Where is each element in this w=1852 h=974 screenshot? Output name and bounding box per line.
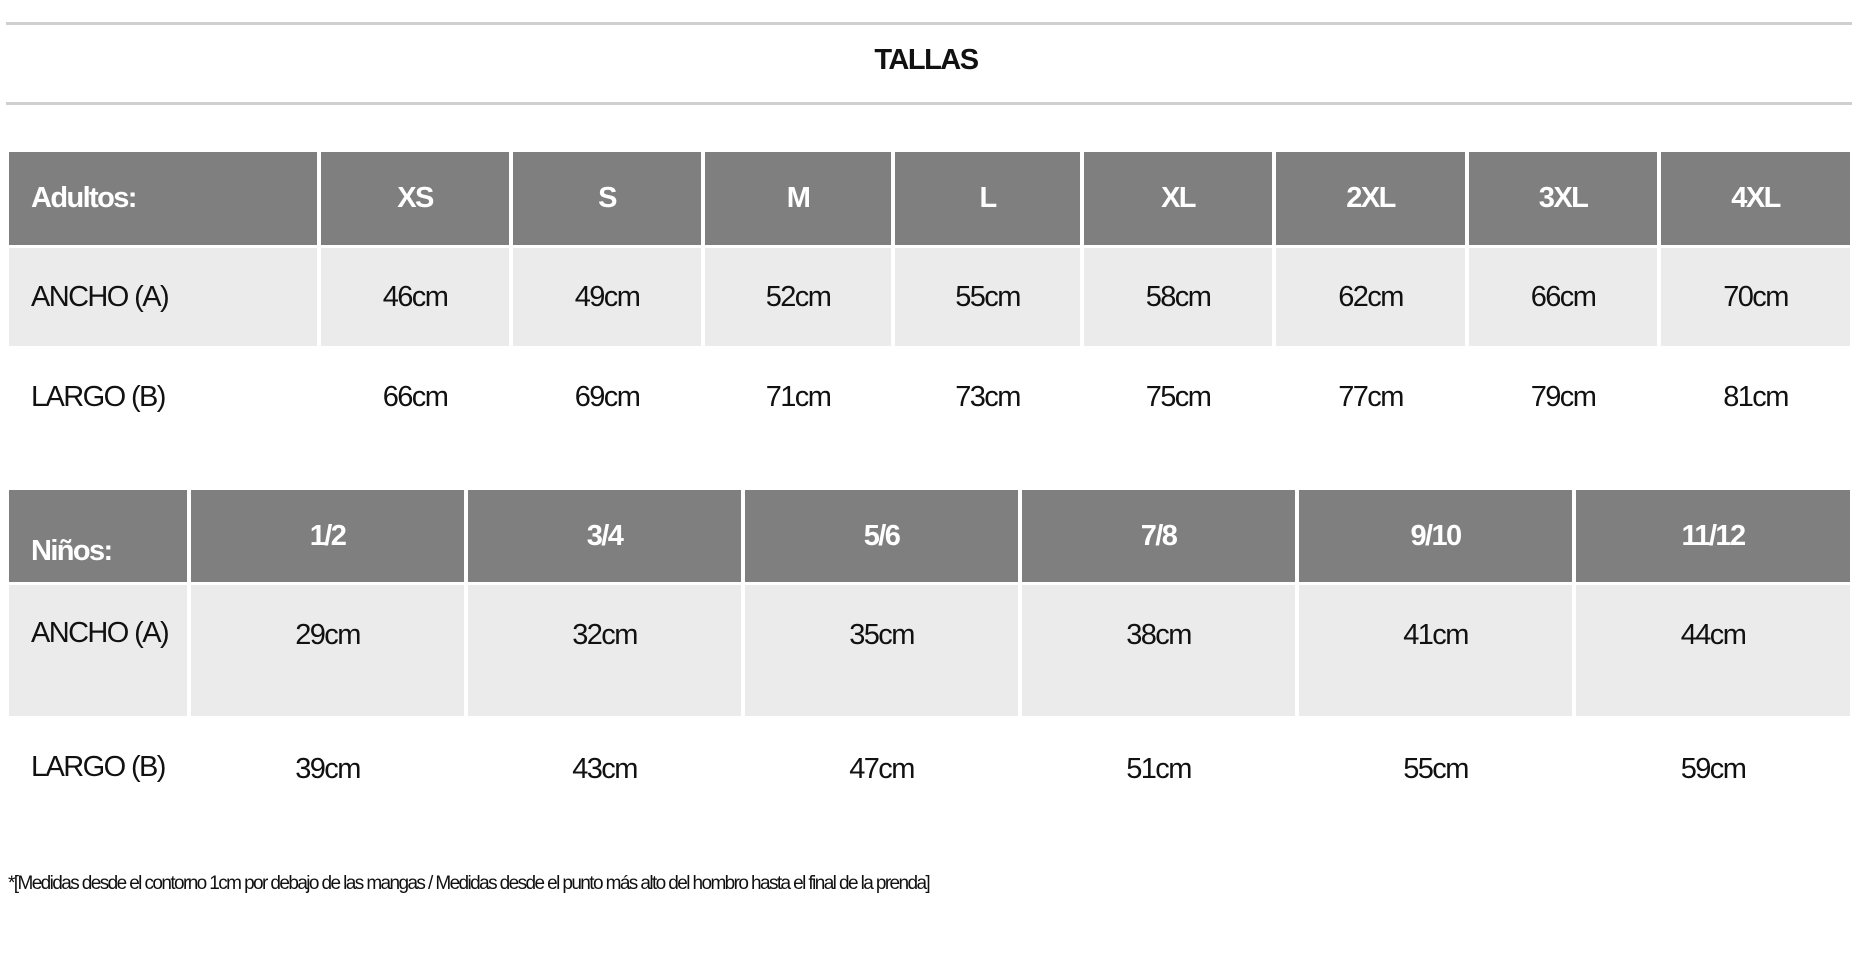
measurement-cell: 59cm (1680, 753, 1747, 785)
size-header: 5/6 (745, 490, 1018, 582)
table-header-label: Niños: (9, 490, 187, 582)
measurement-cell: 41cm (1299, 585, 1572, 716)
measurement-cell: 81cm (1723, 381, 1789, 413)
measurement-cell: 49cm (513, 248, 701, 346)
size-header: 4XL (1661, 152, 1850, 245)
top-divider (6, 22, 1852, 25)
size-header: 2XL (1276, 152, 1465, 245)
size-header: 7/8 (1022, 490, 1295, 582)
size-header: 1/2 (191, 490, 464, 582)
measurement-cell: 70cm (1661, 248, 1850, 346)
measurement-cell: 39cm (295, 753, 361, 785)
size-header: M (705, 152, 891, 245)
measurement-cell: 44cm (1576, 585, 1850, 716)
measurement-cell: 58cm (1084, 248, 1272, 346)
measurement-cell: 66cm (1469, 248, 1657, 346)
adult-size-table: Adultos: XS S M L XL 2XL 3XL 4XL ANCHO (A) 46cm 49c… (9, 152, 1852, 446)
measurement-cell: 66cm (382, 381, 449, 413)
size-header: 3/4 (468, 490, 741, 582)
row-label: ANCHO (A) (9, 248, 317, 346)
measurement-cell: 47cm (849, 753, 915, 785)
size-header: 9/10 (1299, 490, 1572, 582)
size-header: S (513, 152, 701, 245)
measurement-cell: 38cm (1022, 585, 1295, 716)
measurement-cell: 43cm (572, 753, 638, 785)
measurement-cell: 35cm (745, 585, 1018, 716)
measurement-cell: 51cm (1126, 753, 1192, 785)
measurement-cell: 32cm (468, 585, 741, 716)
row-label: ANCHO (A) (9, 585, 187, 716)
row-label: LARGO (B) (31, 751, 166, 783)
measurement-cell: 55cm (1403, 753, 1469, 785)
measurement-cell: 69cm (574, 381, 641, 413)
kids-size-table: Niños: 1/2 3/4 5/6 7/8 9/10 11/12 ANCHO (A) 29cm… (9, 490, 1852, 852)
title-divider (6, 102, 1852, 105)
measurement-cell: 46cm (321, 248, 509, 346)
footnote: *[Medidas desde el contorno 1cm por deba… (8, 873, 931, 894)
measurement-cell: 77cm (1338, 381, 1404, 413)
measurement-cell: 73cm (955, 381, 1021, 413)
measurement-cell: 29cm (191, 585, 464, 716)
table-header-label: Adultos: (9, 152, 317, 245)
measurement-cell: 79cm (1530, 381, 1597, 413)
measurement-cell: 75cm (1145, 381, 1212, 413)
size-header: 3XL (1469, 152, 1657, 245)
measurement-cell: 52cm (705, 248, 891, 346)
size-header: XS (321, 152, 509, 245)
measurement-cell: 62cm (1276, 248, 1465, 346)
size-header: 11/12 (1576, 490, 1850, 582)
size-header: XL (1084, 152, 1272, 245)
size-header: L (895, 152, 1080, 245)
row-label: LARGO (B) (31, 381, 166, 413)
page-title: TALLAS (874, 44, 979, 76)
measurement-cell: 55cm (895, 248, 1080, 346)
measurement-cell: 71cm (765, 381, 832, 413)
